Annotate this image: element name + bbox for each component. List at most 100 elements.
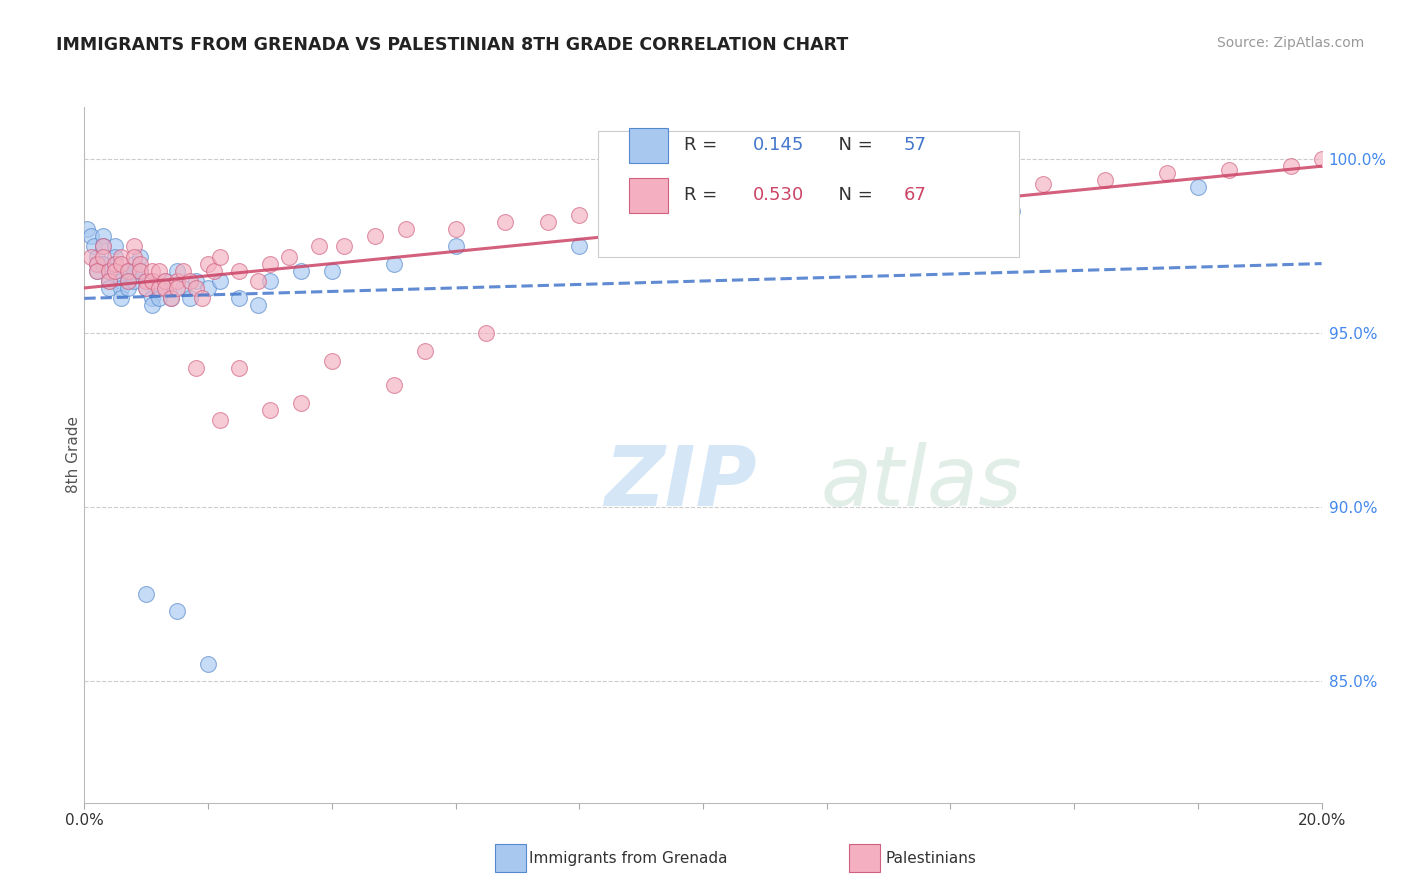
- Point: [148, 281, 170, 295]
- Point: [172, 281, 194, 295]
- Text: Source: ZipAtlas.com: Source: ZipAtlas.com: [1216, 36, 1364, 50]
- Point: [444, 221, 467, 235]
- Point: [197, 256, 219, 270]
- Point: [117, 274, 139, 288]
- Point: [135, 274, 157, 288]
- Point: [259, 274, 281, 288]
- Point: [202, 263, 225, 277]
- Text: R =: R =: [685, 136, 724, 154]
- Point: [246, 298, 269, 312]
- Point: [98, 281, 121, 295]
- Point: [382, 378, 405, 392]
- Point: [104, 263, 127, 277]
- Point: [135, 281, 157, 295]
- Point: [135, 274, 157, 288]
- Point: [246, 274, 269, 288]
- Point: [122, 274, 145, 288]
- Point: [91, 239, 114, 253]
- Point: [259, 256, 281, 270]
- Point: [692, 228, 714, 243]
- Point: [104, 263, 127, 277]
- Point: [179, 274, 201, 288]
- Text: 57: 57: [904, 136, 927, 154]
- Point: [129, 263, 152, 277]
- Point: [277, 250, 299, 264]
- Point: [122, 250, 145, 264]
- Point: [1218, 162, 1240, 177]
- Point: [209, 413, 232, 427]
- Point: [91, 250, 114, 264]
- Point: [321, 263, 343, 277]
- Point: [939, 180, 962, 194]
- Point: [98, 263, 121, 277]
- Point: [179, 291, 201, 305]
- Point: [382, 256, 405, 270]
- Point: [321, 354, 343, 368]
- Point: [166, 274, 188, 288]
- Point: [191, 291, 214, 305]
- Point: [209, 274, 232, 288]
- Point: [308, 239, 330, 253]
- Point: [153, 274, 176, 288]
- Point: [1094, 173, 1116, 187]
- Point: [129, 256, 152, 270]
- FancyBboxPatch shape: [628, 128, 668, 162]
- Text: R =: R =: [685, 186, 724, 204]
- Point: [86, 263, 108, 277]
- Point: [259, 402, 281, 417]
- Point: [110, 281, 132, 295]
- FancyBboxPatch shape: [598, 131, 1018, 257]
- Point: [364, 228, 387, 243]
- Point: [290, 395, 312, 409]
- Point: [86, 256, 108, 270]
- Y-axis label: 8th Grade: 8th Grade: [66, 417, 80, 493]
- Point: [395, 221, 418, 235]
- Point: [91, 239, 114, 253]
- Point: [1156, 166, 1178, 180]
- Point: [98, 263, 121, 277]
- Point: [117, 274, 139, 288]
- Point: [86, 250, 108, 264]
- Point: [141, 263, 163, 277]
- Point: [568, 239, 591, 253]
- Point: [135, 281, 157, 295]
- Point: [110, 250, 132, 264]
- Point: [1001, 204, 1024, 219]
- Point: [141, 291, 163, 305]
- Point: [110, 256, 132, 270]
- Point: [413, 343, 436, 358]
- Point: [117, 281, 139, 295]
- Point: [153, 281, 176, 295]
- Point: [475, 326, 498, 340]
- Point: [76, 221, 98, 235]
- Point: [117, 263, 139, 277]
- Point: [184, 274, 207, 288]
- Text: N =: N =: [827, 186, 879, 204]
- Point: [104, 256, 127, 270]
- Point: [846, 186, 869, 201]
- Point: [129, 250, 152, 264]
- Point: [568, 208, 591, 222]
- Point: [166, 263, 188, 277]
- Point: [197, 281, 219, 295]
- Point: [117, 263, 139, 277]
- Point: [148, 263, 170, 277]
- Text: Palestinians: Palestinians: [886, 851, 977, 865]
- Point: [1279, 159, 1302, 173]
- Point: [91, 256, 114, 270]
- Point: [184, 281, 207, 295]
- Text: atlas: atlas: [821, 442, 1022, 524]
- Point: [122, 263, 145, 277]
- Point: [1032, 177, 1054, 191]
- Text: Immigrants from Grenada: Immigrants from Grenada: [529, 851, 727, 865]
- FancyBboxPatch shape: [628, 178, 668, 213]
- Point: [692, 194, 714, 208]
- Point: [86, 263, 108, 277]
- Text: 0.145: 0.145: [752, 136, 804, 154]
- Point: [228, 291, 250, 305]
- Point: [444, 239, 467, 253]
- Point: [1310, 152, 1333, 166]
- Point: [494, 215, 516, 229]
- Point: [91, 228, 114, 243]
- Point: [160, 291, 183, 305]
